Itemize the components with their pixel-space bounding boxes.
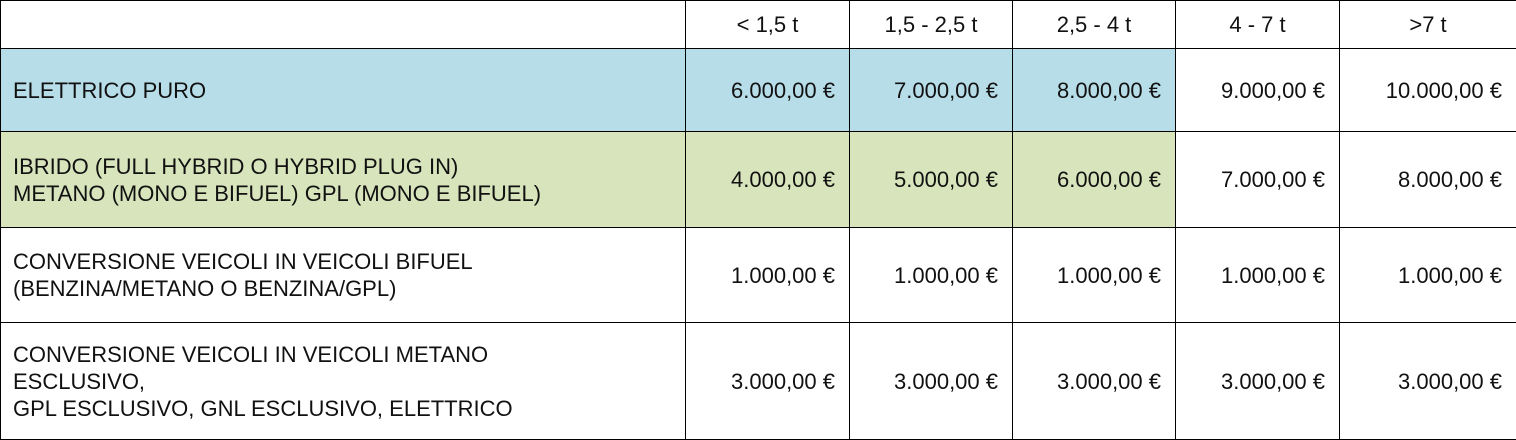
value-cell: 1.000,00 €	[685, 227, 850, 323]
value-cell: 3.000,00 €	[1339, 322, 1516, 440]
header-cell: >7 t	[1339, 0, 1516, 49]
value-cell: 6.000,00 €	[1012, 131, 1176, 228]
value-cell: 3.000,00 €	[685, 322, 850, 440]
value-cell: 1.000,00 €	[1339, 227, 1516, 323]
header-row: < 1,5 t 1,5 - 2,5 t 2,5 - 4 t 4 - 7 t >7…	[0, 0, 1516, 49]
value-cell: 7.000,00 €	[1175, 131, 1340, 228]
value-cell: 7.000,00 €	[849, 48, 1013, 132]
value-cell: 8.000,00 €	[1012, 48, 1176, 132]
row-label: IBRIDO (FULL HYBRID O HYBRID PLUG IN) MET…	[0, 131, 686, 228]
value-cell: 3.000,00 €	[1012, 322, 1176, 440]
value-cell: 1.000,00 €	[1175, 227, 1340, 323]
row-label-line: (BENZINA/METANO O BENZINA/GPL)	[13, 276, 397, 301]
value-cell: 5.000,00 €	[849, 131, 1013, 228]
header-cell: 4 - 7 t	[1175, 0, 1340, 49]
value-cell: 1.000,00 €	[1012, 227, 1176, 323]
table-row: IBRIDO (FULL HYBRID O HYBRID PLUG IN) MET…	[0, 131, 1516, 228]
header-cell: 2,5 - 4 t	[1012, 0, 1176, 49]
row-label-line: GPL ESCLUSIVO, GNL ESCLUSIVO, ELETTRICO	[13, 395, 513, 421]
header-cell: 1,5 - 2,5 t	[849, 0, 1013, 49]
row-label-line: ELETTRICO PURO	[13, 77, 207, 103]
value-cell: 3.000,00 €	[1175, 322, 1340, 440]
row-label-line: CONVERSIONE VEICOLI IN VEICOLI METANO	[13, 341, 489, 367]
row-label: CONVERSIONE VEICOLI IN VEICOLI METANO ESC…	[0, 322, 686, 440]
value-cell: 4.000,00 €	[685, 131, 850, 228]
row-label: ELETTRICO PURO	[0, 48, 686, 132]
table-row: CONVERSIONE VEICOLI IN VEICOLI BIFUEL (BE…	[0, 227, 1516, 323]
table-row: ELETTRICO PURO 6.000,00 € 7.000,00 € 8.0…	[0, 48, 1516, 132]
value-cell: 8.000,00 €	[1339, 131, 1516, 228]
value-cell: 1.000,00 €	[849, 227, 1013, 323]
header-cell: < 1,5 t	[685, 0, 850, 49]
value-cell: 3.000,00 €	[849, 322, 1013, 440]
row-label-line: METANO (MONO E BIFUEL) GPL (MONO E BIFUE…	[13, 180, 542, 206]
row-label-line: ESCLUSIVO,	[13, 368, 146, 394]
value-cell: 6.000,00 €	[685, 48, 850, 132]
row-label: CONVERSIONE VEICOLI IN VEICOLI BIFUEL (BE…	[0, 227, 686, 323]
table-row: CONVERSIONE VEICOLI IN VEICOLI METANO ESC…	[0, 322, 1516, 440]
row-label-line: IBRIDO (FULL HYBRID O HYBRID PLUG IN)	[13, 153, 459, 179]
row-label-line: CONVERSIONE VEICOLI IN VEICOLI BIFUEL	[13, 249, 473, 274]
value-cell: 9.000,00 €	[1175, 48, 1340, 132]
header-empty	[0, 0, 686, 49]
value-cell: 10.000,00 €	[1339, 48, 1516, 132]
